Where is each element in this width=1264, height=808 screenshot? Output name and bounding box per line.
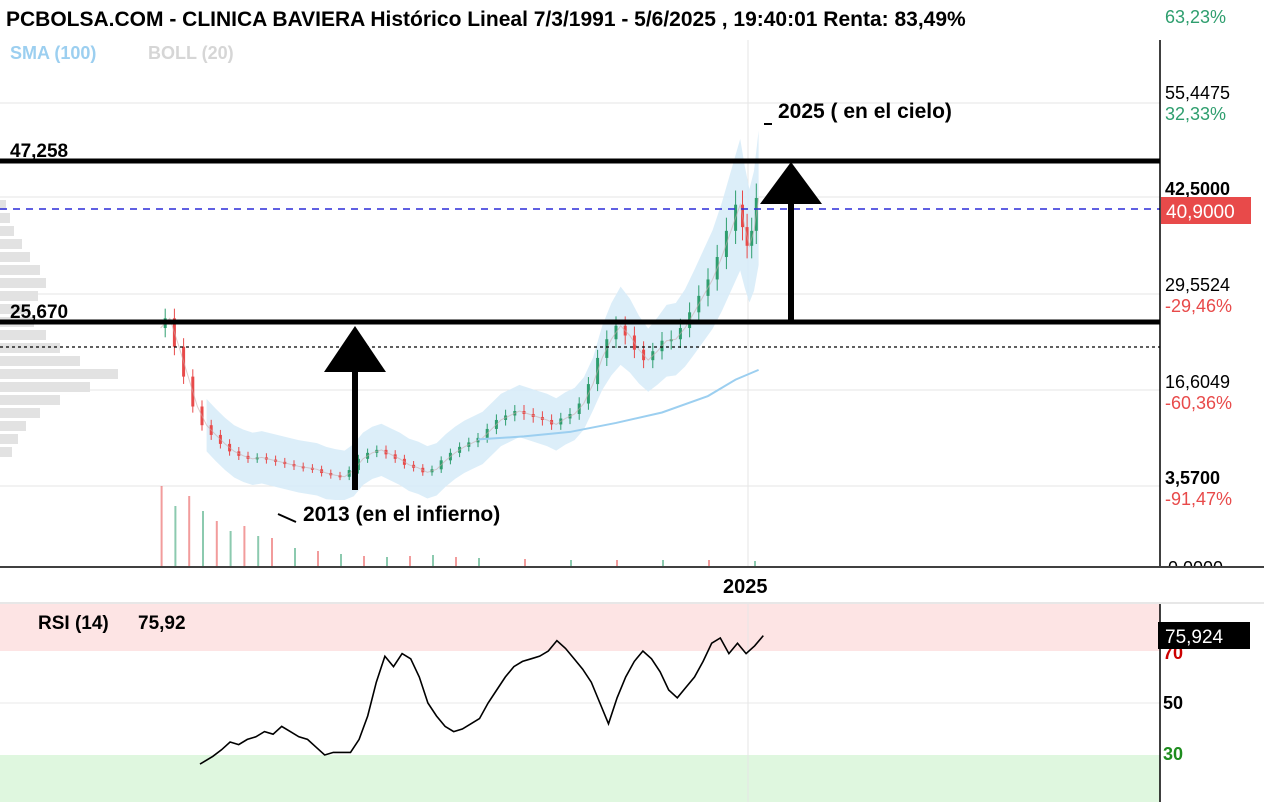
price-panel [0,0,1160,566]
annotation-2025: 2025 ( en el cielo) [778,100,952,123]
volume-profile-bar [0,395,60,405]
volume-profile-bar [0,330,46,340]
up-arrow-2025 [760,162,822,322]
rsi-line [199,635,764,765]
volume-bar [616,560,618,566]
volume-profile-bar [0,265,40,275]
price-tick-3: 29,5524 [1165,275,1230,295]
volume-bar [271,538,273,566]
price-tick-1: 55,4475 [1165,83,1230,103]
volume-bar [363,556,365,566]
rsi-tick-50: 50 [1163,693,1183,713]
volume-bar [174,506,177,566]
volume-bar [294,548,296,566]
pct-label-3: -29,46% [1165,296,1232,316]
bollinger-band-area [206,130,759,500]
x-axis-year-label: 2025 [723,576,768,598]
last-price-tag [1161,197,1251,224]
price-tick-2: 42,5000 [1165,179,1230,199]
volume-bar [257,536,260,566]
pct-label-5: -91,47% [1165,489,1232,509]
volume-bar [229,531,232,566]
volume-profile-bar [0,382,90,392]
legend-sma: SMA (100) [10,43,96,63]
rsi-overbought-zone [0,604,1160,651]
volume-bar [662,560,664,566]
volume-bar [409,556,411,566]
volume-bar [160,486,163,566]
volume-bar [188,496,191,566]
volume-profile-bar [0,200,6,210]
volume-profile-bar [0,291,38,301]
volume-bar [524,559,526,566]
rsi-tick-30: 30 [1163,744,1183,764]
x-axis-strip [0,566,1264,604]
level-label-resistance: 47,258 [10,141,68,162]
pct-label-4: -60,36% [1165,393,1232,413]
price-candles [160,183,760,481]
volume-profile-bar [0,421,26,431]
volume-bar [455,557,457,566]
volume-profile-bar [0,252,30,262]
rsi-title: RSI (14) [38,613,109,634]
volume-profile-bar [0,369,118,379]
volume-profile-bar [0,213,10,223]
price-tick-4: 16,6049 [1165,372,1230,392]
volume-bar [317,551,319,566]
volume-profile-bar [0,239,22,249]
legend-boll: BOLL (20) [148,43,234,63]
volume-profile-bar [0,343,60,353]
last-price-tag-text: 40,9000 [1166,202,1235,223]
chart-title: PCBOLSA.COM - CLINICA BAVIERA Histórico … [6,8,966,31]
level-label-support: 25,670 [10,302,68,323]
rsi-14-line [199,635,764,765]
volume-profile-bar [0,304,30,314]
sma-100-line [477,368,759,441]
up-arrow-2013 [324,326,386,490]
volume-profile-bar [0,356,80,366]
volume-profile [0,200,118,457]
annotation-2013: 2013 (en el infierno) [303,503,500,526]
volume-bar [386,557,388,566]
volume-profile-bar [0,447,12,457]
sma-line [477,368,759,441]
volume-profile-bar [0,408,40,418]
price-tick-5: 3,5700 [1165,468,1220,488]
rsi-value: 75,92 [138,613,186,634]
pct-label-2: 32,33% [1165,104,1226,124]
volume-bar [432,555,434,566]
volume-bar [202,511,204,566]
rsi-oversold-zone [0,755,1160,802]
volume-profile-bar [0,226,14,236]
rsi-value-tag [1158,622,1250,649]
bollinger-band [206,130,759,500]
volume-bar [754,561,756,566]
price-line [160,197,760,478]
pct-label-1: 63,23% [1165,7,1226,27]
volume-bars [160,486,756,566]
annotation-tick-2013 [277,513,297,523]
rsi-value-tag-text: 75,924 [1165,627,1224,648]
volume-bar [708,560,710,566]
volume-bar [243,526,246,566]
volume-bar [340,554,342,566]
volume-profile-bar [0,434,18,444]
volume-bar [570,560,572,566]
volume-bar [478,558,480,566]
volume-profile-bar [0,278,46,288]
volume-bar [215,521,218,566]
